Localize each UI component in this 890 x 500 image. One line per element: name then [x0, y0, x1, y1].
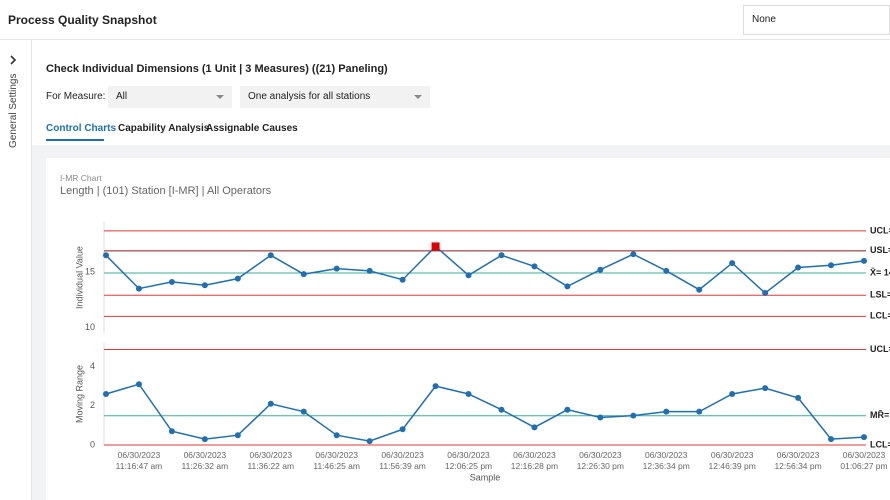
x-tick-label: 06/30/2023 12:46:39 pm [708, 450, 756, 471]
point [366, 267, 373, 274]
point [103, 252, 109, 259]
point [729, 260, 736, 267]
point [531, 424, 538, 431]
point [135, 285, 142, 292]
point [333, 432, 340, 439]
limit-label: LCL= [870, 311, 890, 321]
point [828, 262, 835, 269]
point [531, 263, 538, 270]
page-title: Check Individual Dimensions (1 Unit | 3 … [46, 63, 388, 75]
tab-underline [46, 139, 104, 141]
limit-label: MR̄= [870, 410, 889, 420]
point [168, 278, 175, 285]
point [696, 286, 703, 293]
x-tick-label: 06/30/2023 11:36:22 am [247, 450, 295, 471]
x-tick-label: 06/30/2023 12:16:28 pm [510, 450, 559, 471]
x-tick-label: 06/30/2023 11:16:47 am [115, 450, 163, 471]
point [498, 406, 505, 413]
x-tick-label: 06/30/2023 12:26:30 pm [576, 450, 624, 471]
point [399, 276, 406, 283]
chart-card: I-MR Chart Length | (101) Station [I-MR]… [46, 158, 890, 500]
point [267, 252, 274, 259]
tab[interactable]: Capability Analysis [118, 123, 210, 134]
tab-active[interactable]: Control Charts [46, 123, 116, 134]
limit-label: UCL= [870, 225, 890, 235]
expand-chevron[interactable] [0, 52, 32, 92]
point [465, 272, 472, 279]
x-tick-label: 06/30/2023 11:26:32 am [181, 450, 229, 471]
point [630, 251, 637, 258]
point [861, 434, 867, 441]
measure-value: All [116, 91, 128, 102]
y-tick-label: 0 [90, 439, 95, 449]
card-kicker: I-MR Chart [60, 173, 102, 183]
point [795, 394, 802, 401]
y-tick-label: 2 [90, 400, 95, 410]
point [564, 406, 571, 413]
point [366, 438, 373, 445]
limit-label: LSL= [870, 290, 890, 300]
sidebar: General Settings [0, 40, 32, 500]
measure-dropdown[interactable]: All [108, 86, 232, 108]
point [828, 436, 835, 443]
point [234, 275, 241, 282]
y-tick-label: 15 [85, 266, 95, 276]
point [498, 252, 505, 259]
point [103, 391, 109, 397]
x-tick-label: 06/30/2023 11:56:39 am [379, 450, 426, 471]
limit-label: LCL= [870, 439, 890, 449]
point [465, 391, 472, 397]
limit-label: X̄= 14 [870, 267, 890, 277]
measure-label: For Measure: [46, 91, 106, 102]
point [267, 400, 274, 407]
point [696, 408, 703, 415]
point [135, 381, 142, 388]
point [630, 412, 637, 419]
point [300, 271, 307, 278]
y-tick-label: 4 [90, 361, 95, 371]
x-tick-label: 06/30/2023 12:36:34 pm [642, 450, 690, 471]
out-of-spec-point [431, 242, 440, 251]
point [234, 432, 241, 439]
point [597, 414, 604, 421]
series-line [105, 383, 865, 442]
point [861, 257, 867, 264]
station-value: One analysis for all stations [248, 91, 371, 102]
point [201, 436, 208, 443]
point [762, 385, 769, 392]
point [795, 264, 802, 271]
x-axis-title: Sample [470, 472, 501, 482]
header: Process Quality Snapshot None [0, 0, 890, 40]
y-tick-label: 10 [85, 322, 95, 332]
tab[interactable]: Assignable Causes [206, 123, 298, 134]
x-tick-label: 06/30/2023 01:06:27 pm [840, 450, 888, 471]
point [663, 408, 670, 415]
y-axis-title: Moving Range [74, 365, 84, 423]
point [663, 267, 670, 274]
point [168, 428, 175, 435]
x-tick-label: 06/30/2023 12:56:34 pm [774, 450, 822, 471]
point [564, 283, 571, 290]
point [597, 266, 604, 273]
x-tick-label: 06/30/2023 12:06:25 pm [444, 450, 493, 471]
limit-label: USL= [870, 245, 890, 255]
point [333, 265, 340, 272]
point [762, 290, 769, 297]
station-dropdown[interactable]: One analysis for all stations [240, 86, 430, 108]
point [201, 282, 208, 289]
point [399, 426, 406, 433]
x-tick-label: 06/30/2023 11:46:25 am [313, 450, 360, 471]
point [729, 391, 736, 397]
point [300, 408, 307, 415]
app-title: Process Quality Snapshot [8, 13, 157, 27]
series-line [105, 245, 865, 295]
card-title: Length | (101) Station [I-MR] | All Oper… [60, 185, 272, 197]
y-axis-title: Individual Value [74, 246, 84, 309]
limit-label: UCL= [870, 344, 890, 354]
point [432, 383, 439, 390]
